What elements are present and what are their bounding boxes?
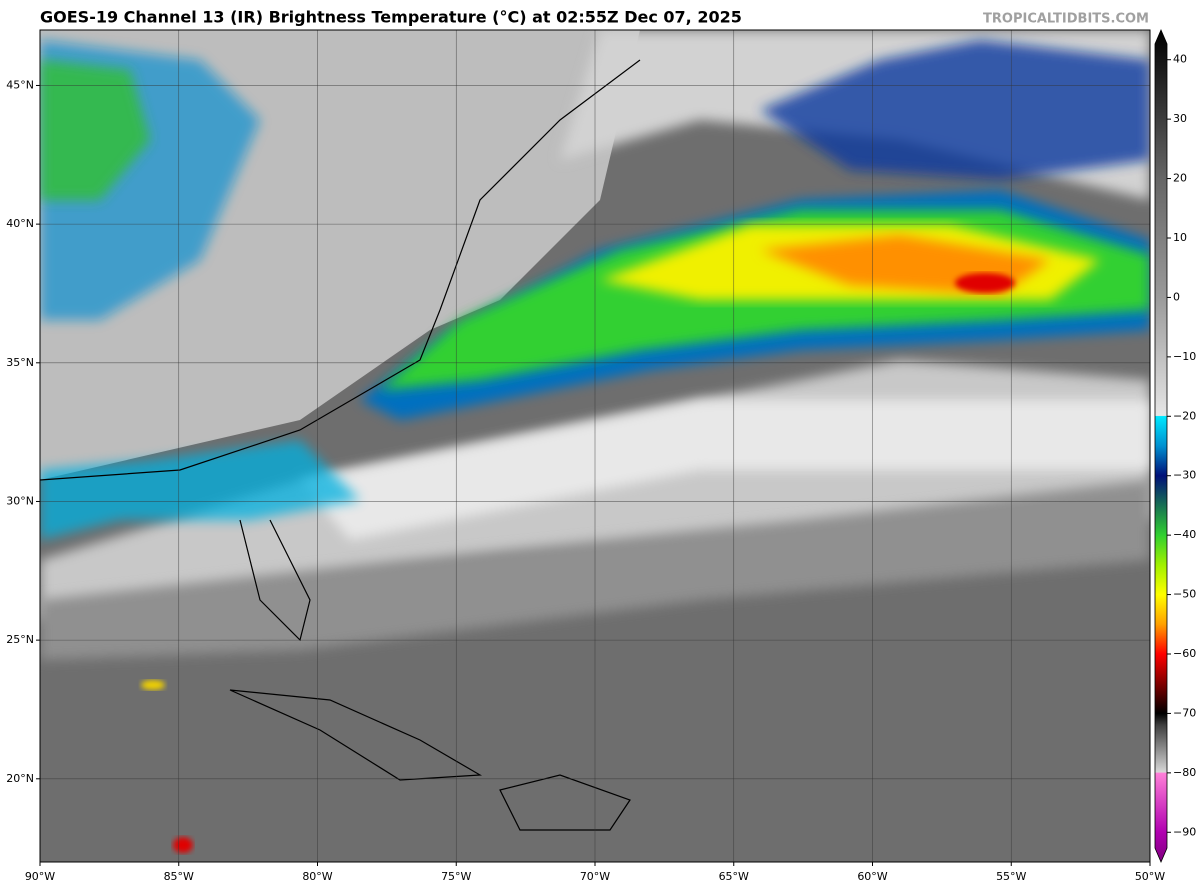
colorbar-tick-label: −70 <box>1173 706 1196 719</box>
y-tick-label: 45°N <box>6 78 34 91</box>
colorbar-tick-label: 40 <box>1173 53 1187 66</box>
y-tick-label: 20°N <box>6 772 34 785</box>
colorbar-tick-label: 30 <box>1173 112 1187 125</box>
y-tick-label: 35°N <box>6 356 34 369</box>
y-tick-label: 30°N <box>6 494 34 507</box>
colorbar-tick-label: −80 <box>1173 766 1196 779</box>
colorbar-tick-label: −30 <box>1173 469 1196 482</box>
colorbar-tick-label: −90 <box>1173 825 1196 838</box>
x-tick-label: 50°W <box>1135 870 1165 883</box>
y-tick-label: 40°N <box>6 217 34 230</box>
x-tick-label: 75°W <box>441 870 471 883</box>
x-tick-label: 80°W <box>302 870 332 883</box>
y-tick-label: 25°N <box>6 633 34 646</box>
colorbar <box>1154 28 1168 864</box>
title: GOES-19 Channel 13 (IR) Brightness Tempe… <box>40 8 742 27</box>
colorbar-tick-label: −20 <box>1173 409 1196 422</box>
x-tick-label: 90°W <box>25 870 55 883</box>
x-tick-label: 55°W <box>996 870 1026 883</box>
colorbar-tick-label: −10 <box>1173 350 1196 363</box>
colorbar-tick-label: −40 <box>1173 528 1196 541</box>
x-tick-label: 85°W <box>164 870 194 883</box>
colorbar-tick-label: −60 <box>1173 647 1196 660</box>
watermark: TROPICALTIDBITS.COM <box>983 12 1149 27</box>
x-tick-label: 60°W <box>857 870 887 883</box>
x-tick-label: 70°W <box>580 870 610 883</box>
colorbar-tick-label: 20 <box>1173 172 1187 185</box>
x-tick-label: 65°W <box>719 870 749 883</box>
colorbar-tick-label: 0 <box>1173 290 1180 303</box>
colorbar-tick-label: −50 <box>1173 588 1196 601</box>
colorbar-tick-label: 10 <box>1173 231 1187 244</box>
